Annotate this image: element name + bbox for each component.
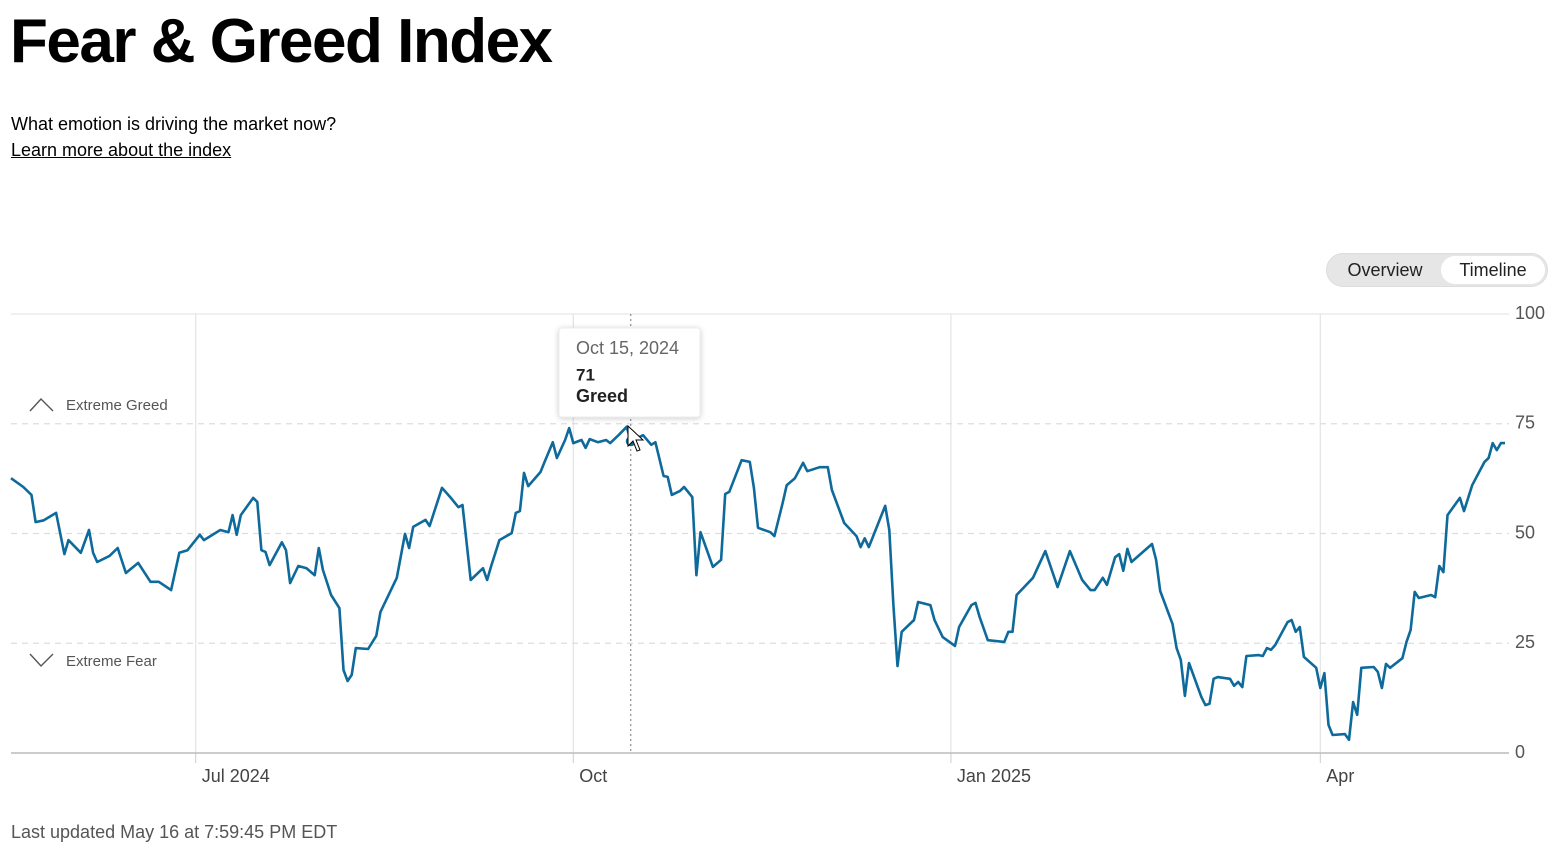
mouse-cursor — [627, 424, 645, 452]
y-tick-label: 100 — [1515, 303, 1545, 323]
index-line — [10, 425, 1505, 742]
zone-label: Extreme Fear — [66, 653, 157, 670]
tooltip-box — [558, 327, 701, 418]
last-updated: Last updated May 16 at 7:59:45 PM EDT — [11, 822, 338, 842]
tooltip-date: Oct 15, 2024 — [576, 338, 679, 358]
toggle-option[interactable]: Overview — [1347, 260, 1423, 280]
zone-label: Extreme Greed — [66, 397, 168, 414]
y-tick-label: 25 — [1515, 632, 1535, 652]
x-tick-label: Apr — [1326, 766, 1354, 786]
toggle-option[interactable]: Timeline — [1441, 256, 1545, 284]
y-tick-label: 50 — [1515, 522, 1535, 542]
subtitle: What emotion is driving the market now? — [11, 114, 337, 134]
tooltip-rating: Greed — [576, 386, 628, 406]
tooltip-value: 71 — [576, 365, 595, 384]
learn-more-link[interactable]: Learn more about the index — [11, 140, 232, 160]
chart: Jul 2024 Oct Jan 2025 Apr 0 25 50 75 100 Extreme … — [10, 303, 1545, 786]
view-toggle: Overview Timeline — [1326, 253, 1548, 287]
fear-arrow-icon — [29, 653, 54, 668]
x-tick-label: Jan 2025 — [957, 766, 1031, 786]
y-tick-label: 0 — [1515, 742, 1525, 762]
x-tick-label: Jul 2024 — [202, 766, 270, 786]
page-title: Fear & Greed Index — [10, 7, 553, 76]
x-tick-label: Oct — [579, 766, 607, 786]
greed-arrow-icon — [29, 397, 54, 412]
y-tick-label: 75 — [1515, 413, 1535, 433]
